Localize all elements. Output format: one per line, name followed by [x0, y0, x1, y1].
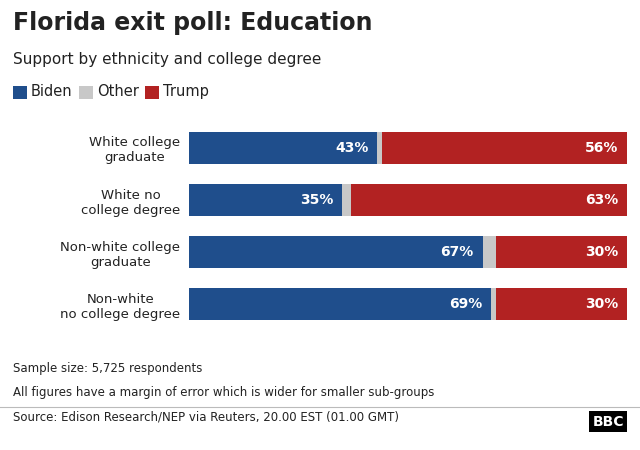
Bar — [492, 288, 496, 320]
Text: 30%: 30% — [585, 245, 618, 259]
Text: 69%: 69% — [449, 297, 483, 311]
Text: Source: Edison Research/NEP via Reuters, 20.00 EST (01.00 GMT): Source: Edison Research/NEP via Reuters,… — [13, 411, 399, 424]
Bar — [496, 288, 627, 320]
Text: 67%: 67% — [440, 245, 474, 259]
Text: BBC: BBC — [593, 414, 624, 429]
Bar — [351, 184, 627, 216]
Text: Other: Other — [97, 84, 138, 99]
Bar — [381, 132, 627, 164]
Bar — [189, 288, 492, 320]
Bar — [189, 236, 483, 268]
Text: Trump: Trump — [163, 84, 209, 99]
Bar — [378, 132, 381, 164]
Text: 30%: 30% — [585, 297, 618, 311]
Text: Florida exit poll: Education: Florida exit poll: Education — [13, 11, 372, 35]
Text: Support by ethnicity and college degree: Support by ethnicity and college degree — [13, 52, 321, 67]
Text: 43%: 43% — [335, 141, 369, 155]
Bar — [342, 184, 351, 216]
Bar — [483, 236, 496, 268]
Bar — [189, 184, 342, 216]
Bar — [496, 236, 627, 268]
Bar — [189, 132, 378, 164]
Text: All figures have a margin of error which is wider for smaller sub-groups: All figures have a margin of error which… — [13, 386, 434, 399]
Text: Sample size: 5,725 respondents: Sample size: 5,725 respondents — [13, 362, 202, 375]
Text: 56%: 56% — [585, 141, 618, 155]
Text: 35%: 35% — [300, 193, 333, 207]
Text: Biden: Biden — [31, 84, 72, 99]
Text: 63%: 63% — [585, 193, 618, 207]
